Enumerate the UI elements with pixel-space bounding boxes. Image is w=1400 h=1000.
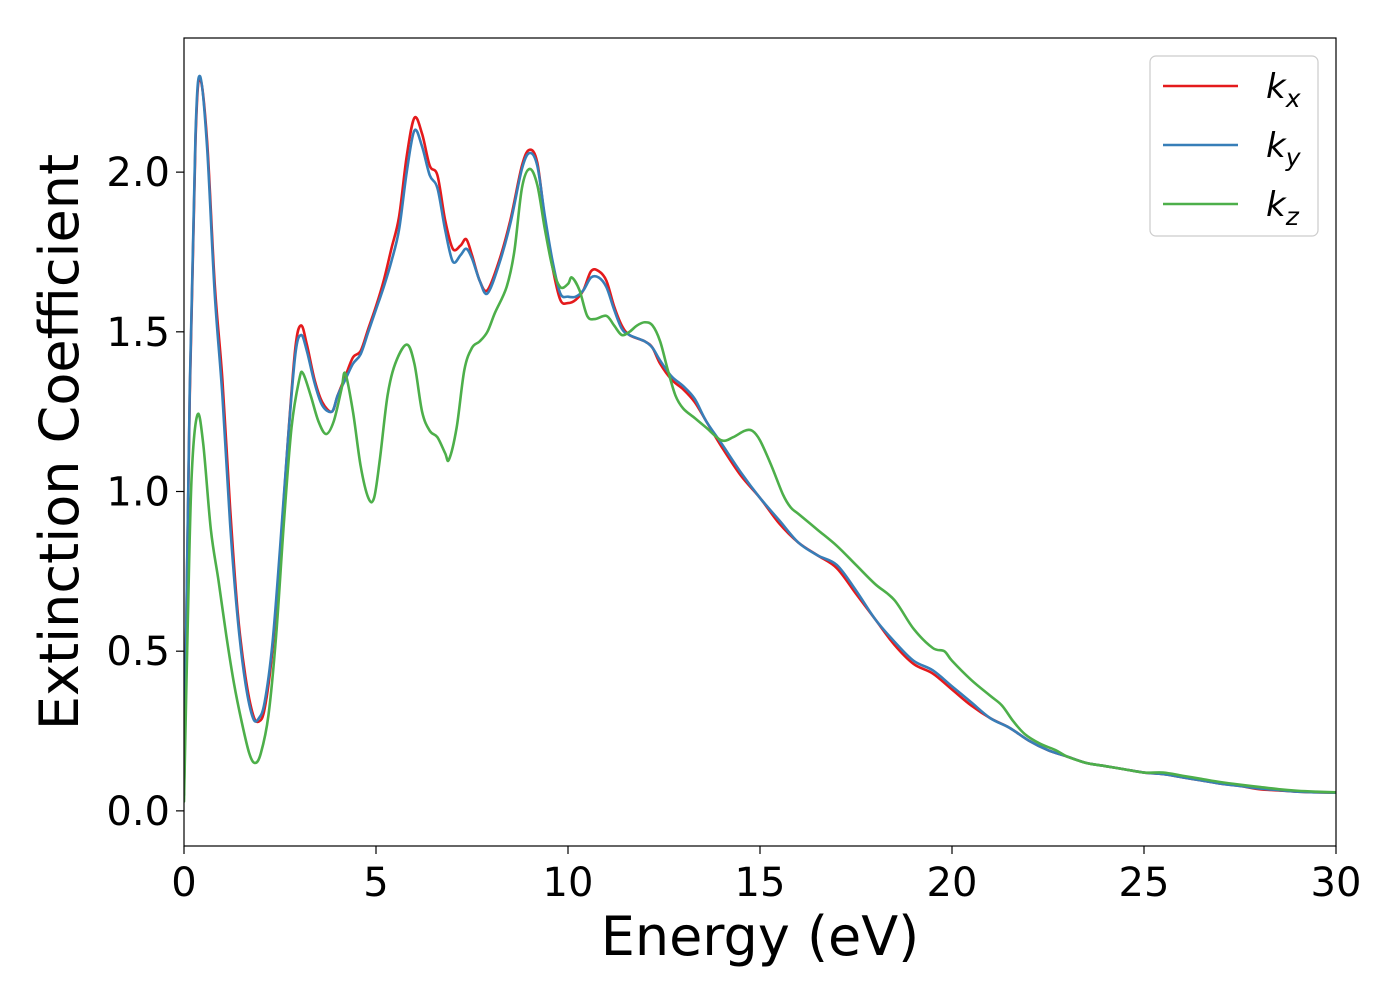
series-line-kz [184,167,1336,803]
x-axis-label: Energy (eV) [601,905,920,968]
legend-label-kx: kx [1266,67,1301,113]
y-tick-label: 1.5 [106,310,170,356]
y-tick-label: 0.5 [106,629,170,675]
x-tick-label: 25 [1119,860,1170,906]
y-tick-label: 2.0 [106,150,170,196]
x-tick-label: 5 [363,860,388,906]
legend-label-ky: ky [1266,126,1302,172]
y-tick-label: 0.0 [106,789,170,835]
y-tick-label: 1.0 [106,470,170,516]
legend: kx ky kz [1149,55,1319,237]
x-tick-label: 30 [1311,860,1362,906]
legend-label-kz: kz [1266,185,1300,231]
y-axis-label: Extinction Coefficient [28,154,91,730]
series-layer [184,74,1336,803]
x-tick-label: 15 [735,860,786,906]
x-tick-label: 20 [927,860,978,906]
x-tick-label: 0 [171,860,196,906]
y-axis: 0.0 0.5 1.0 1.5 2.0 [106,150,184,835]
x-tick-label: 10 [543,860,594,906]
series-line-ky [184,74,1336,797]
x-axis: 0 5 10 15 20 25 30 [171,846,1361,906]
